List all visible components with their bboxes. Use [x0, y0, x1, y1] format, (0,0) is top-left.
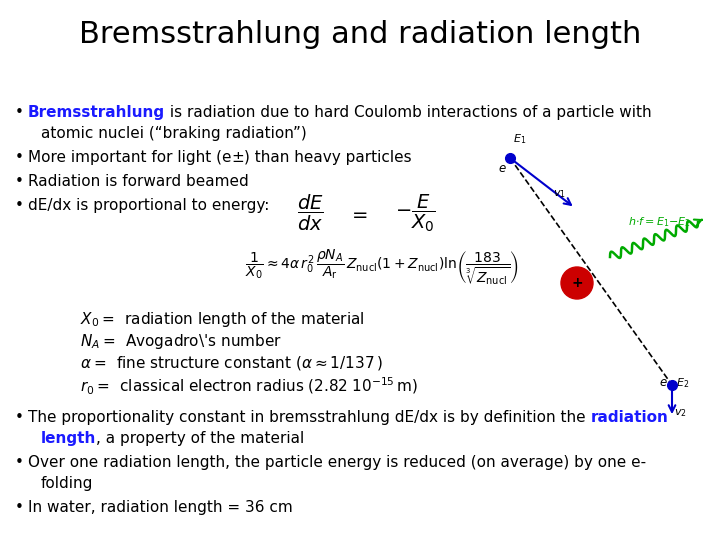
- Text: +: +: [571, 276, 582, 290]
- Text: dE/dx is proportional to energy:: dE/dx is proportional to energy:: [28, 198, 269, 213]
- Text: $e$: $e$: [498, 162, 507, 175]
- Text: atomic nuclei (“braking radiation”): atomic nuclei (“braking radiation”): [41, 126, 307, 141]
- Text: is radiation due to hard Coulomb interactions of a particle with: is radiation due to hard Coulomb interac…: [165, 105, 652, 120]
- Text: More important for light (e: More important for light (e: [28, 150, 232, 165]
- Text: $=$: $=$: [348, 204, 368, 222]
- Text: •: •: [15, 174, 24, 189]
- Text: , a property of the material: , a property of the material: [96, 431, 305, 446]
- Text: $e$: $e$: [660, 376, 668, 389]
- Text: The proportionality constant in bremsstrahlung dE/dx is by definition the: The proportionality constant in bremsstr…: [28, 410, 590, 425]
- Text: $r_0 = \,$ classical electron radius $(2.82\;10^{-15}\,{\rm m})$: $r_0 = \,$ classical electron radius $(2…: [80, 376, 418, 397]
- Text: •: •: [15, 198, 24, 213]
- Circle shape: [561, 267, 593, 299]
- Text: $v_2$: $v_2$: [674, 407, 687, 419]
- Text: Bremsstrahlung and radiation length: Bremsstrahlung and radiation length: [78, 20, 642, 49]
- Text: $\dfrac{1}{X_0} \approx 4\alpha\, r_0^2\, \dfrac{\rho N_A}{A_{\rm r}}\, Z_{\rm n: $\dfrac{1}{X_0} \approx 4\alpha\, r_0^2\…: [245, 248, 519, 288]
- Text: ±: ±: [232, 150, 244, 165]
- Text: •: •: [15, 150, 24, 165]
- Text: $\dfrac{dE}{dx}$: $\dfrac{dE}{dx}$: [297, 193, 323, 233]
- Text: length: length: [41, 431, 96, 446]
- Text: •: •: [15, 105, 24, 120]
- Text: $N_A = \,$ Avogadro\'s number: $N_A = \,$ Avogadro\'s number: [80, 332, 282, 351]
- Text: Over one radiation length, the particle energy is reduced (on average) by one e-: Over one radiation length, the particle …: [28, 455, 646, 470]
- Text: folding: folding: [41, 476, 94, 491]
- Text: •: •: [15, 500, 24, 515]
- Text: ) than heavy particles: ) than heavy particles: [244, 150, 412, 165]
- Text: •: •: [15, 455, 24, 470]
- Text: $E_2$: $E_2$: [676, 376, 689, 390]
- Text: Radiation is forward beamed: Radiation is forward beamed: [28, 174, 248, 189]
- Text: radiation: radiation: [590, 410, 668, 425]
- Text: •: •: [15, 410, 24, 425]
- Text: $-\dfrac{E}{X_0}$: $-\dfrac{E}{X_0}$: [395, 192, 436, 234]
- Text: $\alpha = \,$ fine structure constant $(\alpha \approx 1/137\,)$: $\alpha = \,$ fine structure constant $(…: [80, 354, 383, 372]
- Text: $E_1$: $E_1$: [513, 132, 526, 146]
- Text: Bremsstrahlung: Bremsstrahlung: [28, 105, 165, 120]
- Text: $X_0 = \,$ radiation length of the material: $X_0 = \,$ radiation length of the mater…: [80, 310, 364, 329]
- Text: In water, radiation length = 36 cm: In water, radiation length = 36 cm: [28, 500, 293, 515]
- Text: $v_1$: $v_1$: [553, 188, 566, 200]
- Text: $h{\cdot}f{=}E_1{-}E_2$: $h{\cdot}f{=}E_1{-}E_2$: [628, 215, 691, 229]
